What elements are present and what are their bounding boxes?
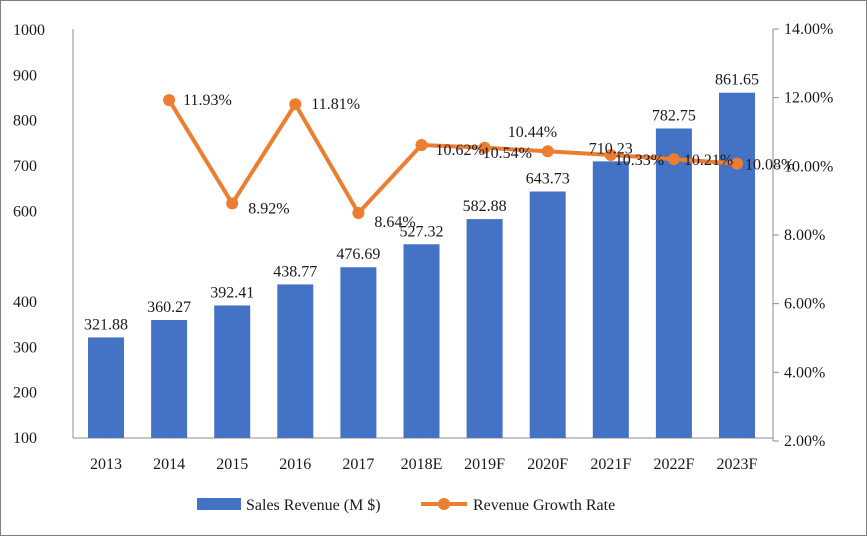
- growth-rate-point: [604, 149, 617, 162]
- growth-rate-data-label: 8.64%: [374, 214, 415, 231]
- growth-rate-point: [541, 145, 554, 158]
- data-labels: 321.88 360.27 392.41 438.77 476.69 527.32 582.…: [84, 72, 794, 334]
- growth-rate-data-label: 11.93%: [183, 92, 232, 109]
- revenue-data-label: 861.65: [715, 72, 759, 89]
- legend-bar-swatch: [197, 498, 241, 510]
- growth-rate-point: [478, 141, 491, 154]
- y-left-tick-label: 700: [13, 158, 37, 175]
- revenue-data-label: 643.73: [526, 171, 570, 188]
- y-left-tick-label: 400: [13, 294, 37, 311]
- revenue-bar: [466, 219, 503, 438]
- y-right-tick-label: 12.00%: [784, 90, 833, 107]
- revenue-data-label: 476.69: [336, 246, 380, 263]
- growth-rate-line: [163, 94, 743, 220]
- x-tick-label: 2019F: [464, 456, 505, 473]
- growth-rate-polyline: [167, 99, 738, 216]
- growth-rate-point: [163, 94, 176, 107]
- growth-rate-data-label: 11.81%: [311, 96, 360, 113]
- revenue-data-label: 392.41: [210, 284, 254, 301]
- y-right-tick-label: 14.00%: [784, 21, 833, 38]
- legend-line-label: Revenue Growth Rate: [473, 497, 615, 514]
- legend: Sales Revenue (M $) Revenue Growth Rate: [197, 497, 615, 514]
- revenue-bar: [529, 191, 566, 438]
- axes: 100 200 300 400 600 700 800 900 1000 2.00% 4.00% 6.…: [13, 21, 833, 473]
- revenue-bar: [277, 284, 314, 438]
- y-right-tick-label: 4.00%: [784, 364, 825, 381]
- y-left-tick-label: 300: [13, 339, 37, 356]
- x-tick-label: 2016: [279, 456, 311, 473]
- x-tick-label: 2014: [153, 456, 185, 473]
- revenue-data-label: 321.88: [84, 316, 128, 333]
- y-right-tick-label: 6.00%: [784, 296, 825, 313]
- x-tick-label: 2020F: [527, 456, 568, 473]
- y-right-tick-label: 8.00%: [784, 227, 825, 244]
- revenue-bar: [340, 267, 377, 438]
- revenue-bar: [214, 305, 251, 438]
- y-left-tick-label: 900: [13, 67, 37, 84]
- x-tick-label: 2018E: [401, 456, 443, 473]
- y-left-tick-label: 800: [13, 113, 37, 130]
- growth-rate-data-label: 10.54%: [483, 145, 532, 162]
- growth-rate-point: [226, 197, 239, 210]
- x-tick-label: 2023F: [717, 456, 758, 473]
- revenue-data-label: 438.77: [273, 263, 317, 280]
- growth-rate-point: [289, 98, 302, 111]
- revenue-bar: [592, 161, 629, 438]
- growth-rate-data-label: 10.08%: [745, 157, 794, 174]
- revenue-data-label: 360.27: [147, 299, 191, 316]
- revenue-bars: [88, 92, 755, 439]
- revenue-data-label: 582.88: [463, 198, 507, 215]
- growth-rate-data-label: 10.21%: [684, 152, 733, 169]
- revenue-data-label: 710.23: [589, 140, 633, 157]
- legend-line-marker: [438, 498, 450, 510]
- growth-rate-data-label: 10.44%: [508, 124, 557, 141]
- growth-rate-data-label: 10.33%: [615, 152, 664, 169]
- growth-rate-data-label: 8.92%: [248, 200, 289, 217]
- growth-rate-point: [352, 207, 365, 220]
- y-left-tick-label: 600: [13, 203, 37, 220]
- legend-bar-label: Sales Revenue (M $): [246, 497, 381, 514]
- revenue-data-label: 782.75: [652, 107, 696, 124]
- x-tick-label: 2017: [342, 456, 374, 473]
- y-right-tick-label: 10.00%: [784, 158, 833, 175]
- x-tick-label: 2015: [216, 456, 248, 473]
- y-right-tick-label: 2.00%: [784, 433, 825, 450]
- revenue-bar: [719, 92, 755, 439]
- growth-rate-point: [667, 153, 680, 166]
- revenue-bar: [655, 128, 692, 438]
- revenue-bar: [403, 244, 440, 438]
- growth-rate-point: [415, 139, 428, 152]
- revenue-bar: [88, 337, 124, 438]
- growth-rate-data-label: 10.62%: [436, 142, 485, 159]
- y-left-tick-label: 100: [13, 430, 37, 447]
- x-tick-label: 2021F: [590, 456, 631, 473]
- x-tick-label: 2022F: [653, 456, 694, 473]
- y-left-tick-label: 1000: [13, 22, 45, 39]
- y-left-tick-label: 200: [13, 385, 37, 402]
- revenue-data-label: 527.32: [400, 223, 444, 240]
- growth-rate-point: [731, 157, 743, 170]
- revenue-bar: [151, 320, 188, 438]
- x-tick-label: 2013: [90, 456, 122, 473]
